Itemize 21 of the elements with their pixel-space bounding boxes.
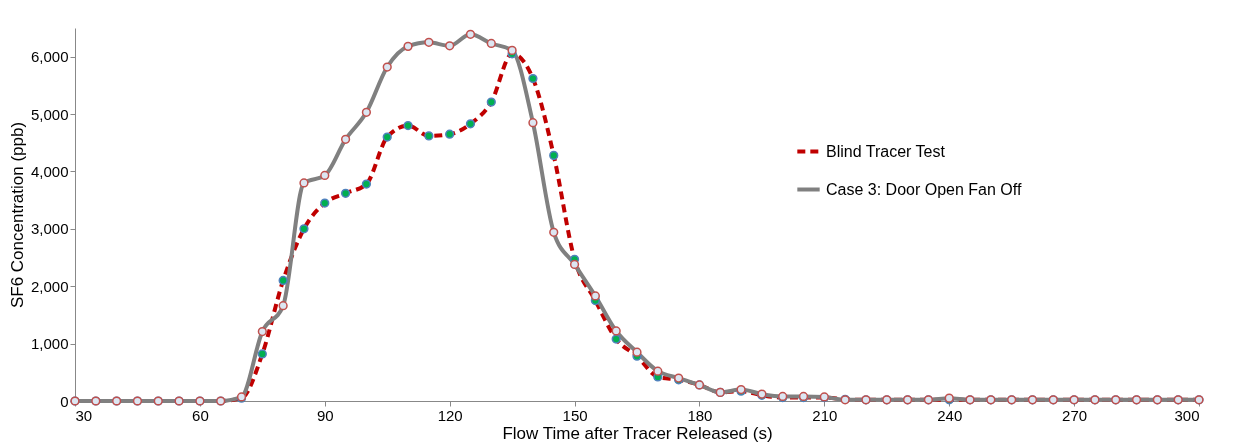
y-tick-label: 6,000: [30, 48, 69, 66]
x-tick-label: 210: [812, 406, 838, 424]
y-tick-label: 2,000: [30, 277, 69, 295]
y-tick-label: 5,000: [30, 105, 69, 123]
y-tick-label: 0: [60, 392, 69, 410]
y-tick-label: 3,000: [30, 220, 69, 238]
x-tick-label: 120: [437, 406, 463, 424]
x-tick-label: 30: [75, 406, 93, 424]
y-tick-label: 4,000: [30, 162, 69, 180]
legend-label: Blind Tracer Test: [826, 142, 946, 160]
x-tick-label: 180: [687, 406, 713, 424]
legend-label: Case 3: Door Open Fan Off: [826, 180, 1022, 198]
x-tick-label: 270: [1062, 406, 1088, 424]
x-axis-title: Flow Time after Tracer Released (s): [502, 423, 773, 443]
x-tick-label: 90: [316, 406, 334, 424]
x-tick-label: 300: [1174, 406, 1200, 424]
y-tick-label: 1,000: [30, 335, 69, 353]
y-axis-title: SF6 Concentration (ppb): [7, 121, 27, 309]
x-tick-label: 60: [192, 406, 209, 424]
x-tick-label: 240: [937, 406, 963, 424]
x-tick-label: 150: [562, 406, 588, 424]
